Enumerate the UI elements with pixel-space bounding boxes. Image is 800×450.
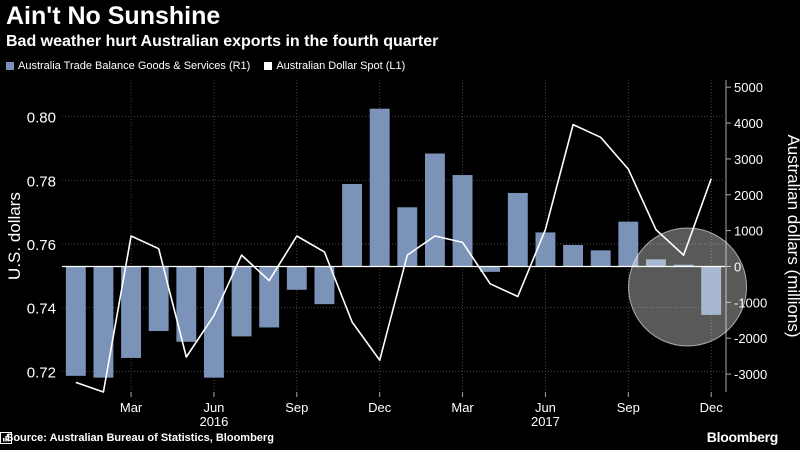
bar-trade-balance [176,266,197,342]
x-tick-label: Jun [203,400,224,415]
bloomberg-logo: Bloomberg [706,429,779,445]
bloomberg-mark-icon [0,432,12,444]
y-tick-right: 4000 [734,116,763,131]
y-axis-title-right: Australian dollars (millions) [784,134,800,337]
y-tick-right: 3000 [734,152,763,167]
bar-trade-balance [590,250,611,267]
chart-subtitle: Bad weather hurt Australian exports in t… [6,33,439,50]
bar-trade-balance [424,153,445,267]
x-year-label: 2016 [199,414,228,429]
legend: Australia Trade Balance Goods & Services… [6,60,419,72]
highlight-circle [628,227,748,347]
y-tick-right: -1000 [734,295,767,310]
x-tick-label: Sep [285,400,308,415]
x-tick-label: Dec [368,400,392,415]
y-tick-left: 0.72 [27,364,56,381]
bar-trade-balance [121,266,142,358]
y-tick-right: 0 [734,259,741,274]
bar-trade-balance [535,232,556,267]
y-axis-title-left: U.S. dollars [5,192,24,280]
bar-trade-balance [231,266,252,337]
x-tick-label: Mar [451,400,474,415]
bar-trade-balance [286,266,307,290]
bar-trade-balance [93,266,114,378]
legend-swatch-trade-balance [6,62,14,70]
chart-title: Ain't No Sunshine [6,2,221,30]
bar-trade-balance [314,266,335,305]
legend-item-aud-spot: Australian Dollar Spot (L1) [264,60,405,72]
legend-label-aud-spot: Australian Dollar Spot (L1) [276,60,406,72]
x-tick-label: Jun [535,400,556,415]
y-tick-right: 2000 [734,188,763,203]
x-year-label: 2017 [531,414,560,429]
bar-trade-balance [563,244,584,267]
y-tick-right: 5000 [734,80,763,95]
source-note: Source: Australian Bureau of Statistics,… [6,432,274,444]
bar-trade-balance [701,266,722,315]
bar-trade-balance [148,266,169,332]
bar-trade-balance [203,266,224,378]
y-tick-right: -3000 [734,367,767,382]
x-tick-label: Mar [120,400,143,415]
y-tick-right: 1000 [734,224,763,239]
bar-trade-balance [369,108,390,267]
bar-trade-balance [259,266,280,328]
bar-trade-balance [452,175,473,267]
bar-trade-balance [342,184,363,267]
y-tick-left: 0.74 [27,301,56,318]
bar-trade-balance [65,266,86,376]
bar-trade-balance [673,264,694,267]
bar-trade-balance [507,192,528,267]
x-tick-label: Sep [617,400,640,415]
legend-label-trade-balance: Australia Trade Balance Goods & Services… [18,60,251,72]
bar-trade-balance [480,266,501,272]
y-tick-left: 0.80 [27,110,56,127]
legend-item-trade-balance: Australia Trade Balance Goods & Services… [6,60,250,72]
legend-swatch-aud-spot [264,62,273,70]
y-tick-left: 0.76 [27,237,56,254]
y-tick-left: 0.78 [27,173,56,190]
y-tick-right: -2000 [734,331,767,346]
bar-trade-balance [618,221,639,267]
line-aud-spot [75,123,712,393]
bar-trade-balance [645,259,666,267]
x-tick-label: Dec [700,400,724,415]
